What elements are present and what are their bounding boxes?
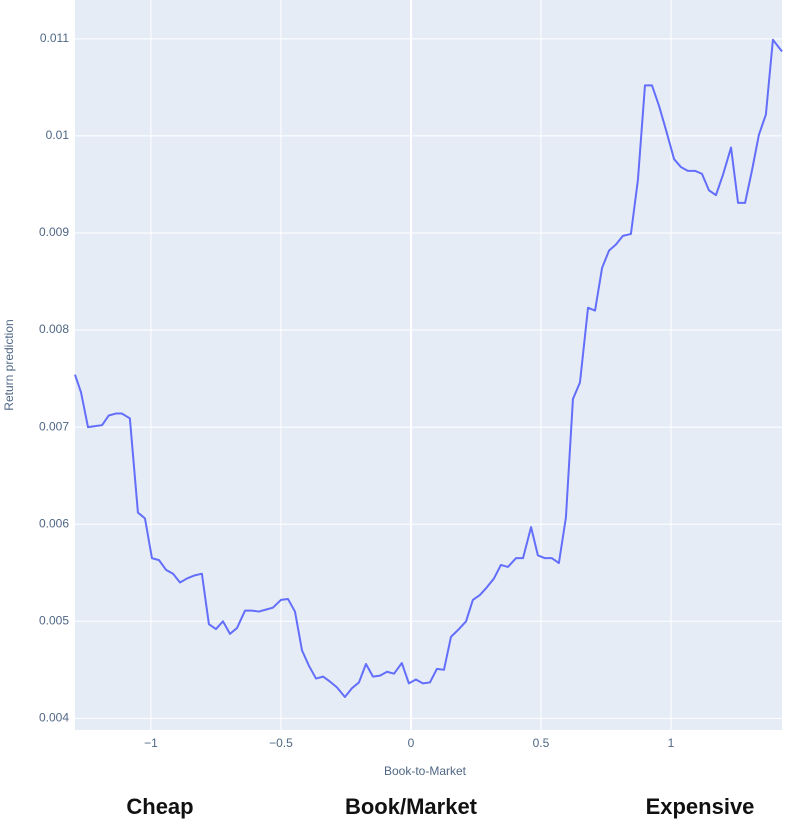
y-tick-label: 0.007 — [39, 419, 69, 433]
x-tick-label: −1 — [144, 736, 158, 750]
x-tick-label: 0 — [408, 736, 415, 750]
y-tick-label: 0.011 — [40, 31, 69, 45]
y-tick-label: 0.008 — [39, 322, 69, 336]
y-tick-label: 0.005 — [39, 613, 69, 627]
y-axis-title: Return prediction — [2, 319, 16, 410]
x-tick-label: 0.5 — [533, 736, 550, 750]
annotation: Expensive — [646, 794, 755, 819]
plot-area — [75, 0, 782, 730]
line — [74, 38, 783, 698]
y-tick-label: 0.01 — [46, 128, 70, 142]
y-tick-label: 0.004 — [39, 711, 69, 725]
x-tick-label: 1 — [668, 736, 675, 750]
y-tick-label: 0.006 — [39, 516, 69, 530]
x-axis-title: Book-to-Market — [384, 764, 467, 778]
annotation: Cheap — [126, 794, 193, 819]
x-tick-label: −0.5 — [269, 736, 293, 750]
y-tick-label: 0.009 — [39, 225, 69, 239]
annotation: Book/Market — [345, 794, 478, 819]
